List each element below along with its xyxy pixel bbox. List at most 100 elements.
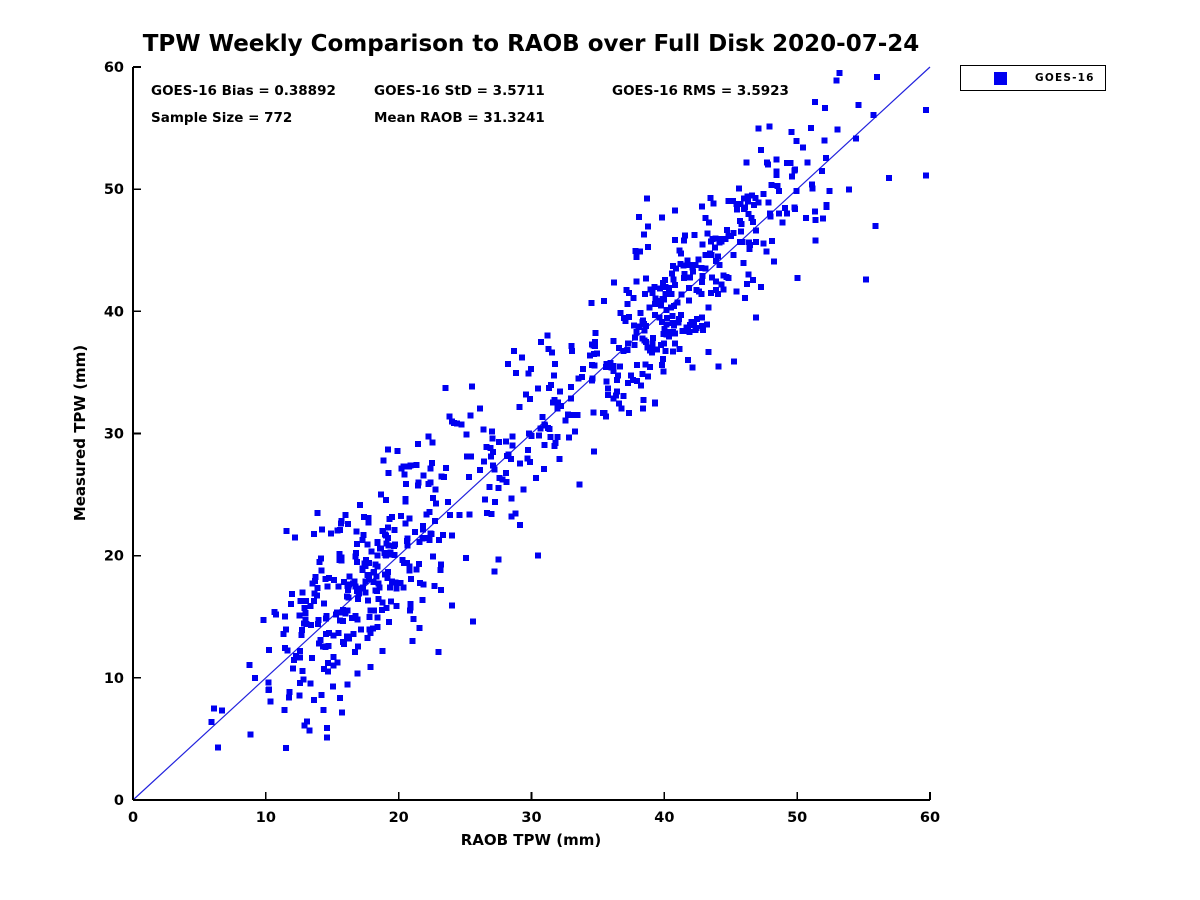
scatter-point (636, 248, 643, 255)
scatter-point (367, 630, 374, 637)
scatter-point (364, 635, 371, 641)
scatter-point (299, 627, 305, 634)
scatter-point (425, 433, 432, 440)
scatter-point (725, 275, 732, 281)
scatter-point (391, 551, 398, 558)
scatter-point (694, 316, 701, 322)
scatter-point (750, 276, 757, 283)
scatter-point (540, 465, 547, 472)
scatter-point (544, 332, 551, 339)
scatter-point (308, 655, 315, 661)
scatter-point (387, 598, 394, 605)
scatter-point (320, 643, 326, 650)
scatter-point (416, 624, 423, 631)
scatter-point (803, 214, 810, 221)
scatter-point (535, 385, 541, 392)
scatter-point (505, 360, 512, 367)
scatter-point (384, 574, 391, 581)
scatter-point (375, 595, 382, 602)
scatter-point (702, 215, 709, 222)
scatter-point (404, 559, 410, 566)
scatter-point (645, 223, 652, 230)
scatter-point (687, 274, 694, 281)
scatter-point (610, 337, 617, 344)
scatter-point (312, 573, 319, 580)
scatter-point (336, 617, 343, 624)
scatter-point (923, 106, 929, 113)
scatter-point (454, 420, 461, 427)
scatter-point (745, 198, 751, 205)
scatter-point (288, 600, 294, 607)
stat-bias: GOES-16 Bias = 0.38892 (151, 83, 336, 99)
scatter-point (402, 520, 409, 527)
scatter-point (633, 361, 640, 368)
scatter-point (744, 193, 751, 200)
scatter-point (423, 535, 430, 542)
scatter-point (554, 434, 561, 441)
scatter-point (280, 631, 287, 638)
scatter-point (260, 616, 267, 623)
scatter-point (314, 592, 320, 599)
scatter-point (630, 294, 637, 301)
scatter-point (372, 587, 379, 594)
scatter-point (834, 126, 841, 133)
scatter-point (886, 175, 892, 181)
scatter-point (669, 263, 676, 270)
scatter-point (773, 171, 780, 178)
scatter-point (700, 327, 707, 334)
scatter-point (333, 611, 340, 618)
scatter-point (710, 200, 717, 207)
scatter-point (636, 324, 643, 330)
scatter-point (296, 654, 303, 661)
scatter-point (427, 465, 434, 472)
scatter-point (699, 241, 706, 248)
scatter-point (541, 442, 548, 449)
scatter-point (362, 589, 369, 596)
scatter-point (311, 530, 318, 537)
scatter-point (663, 314, 670, 321)
scatter-point (616, 400, 623, 407)
scatter-point (613, 388, 620, 395)
scatter-point (300, 676, 307, 683)
scatter-point (312, 578, 318, 584)
scatter-point (383, 552, 390, 559)
scatter-point (436, 537, 443, 543)
scatter-point (647, 286, 654, 293)
scatter-point (483, 444, 490, 450)
scatter-point (703, 321, 710, 328)
scatter-point (624, 300, 631, 307)
scatter-point (410, 615, 417, 622)
scatter-point (588, 300, 595, 307)
scatter-point (337, 694, 344, 701)
scatter-point (380, 457, 387, 464)
scatter-point (698, 264, 705, 271)
scatter-point (707, 238, 714, 245)
scatter-point (733, 206, 740, 213)
scatter-point (339, 638, 346, 645)
scatter-point (429, 439, 436, 446)
scatter-point (747, 242, 754, 248)
scatter-point (548, 382, 555, 389)
scatter-point (552, 439, 559, 446)
scatter-point (516, 522, 523, 529)
x-tick-label: 0 (128, 810, 138, 826)
scatter-point (525, 447, 532, 454)
scatter-point (649, 340, 656, 347)
scatter-point (247, 731, 254, 738)
scatter-point (722, 236, 729, 243)
scatter-point (509, 433, 516, 440)
scatter-point (345, 594, 352, 601)
scatter-point (793, 138, 800, 145)
scatter-point (782, 204, 789, 211)
scatter-point (352, 583, 359, 590)
scatter-point (799, 144, 806, 151)
scatter-point (706, 219, 712, 226)
scatter-point (407, 604, 414, 611)
scatter-point (753, 227, 760, 234)
scatter-point (853, 135, 859, 142)
scatter-point (757, 284, 764, 291)
scatter-point (663, 321, 670, 328)
scatter-point (389, 578, 395, 585)
scatter-point (273, 611, 280, 618)
scatter-point (872, 222, 879, 229)
